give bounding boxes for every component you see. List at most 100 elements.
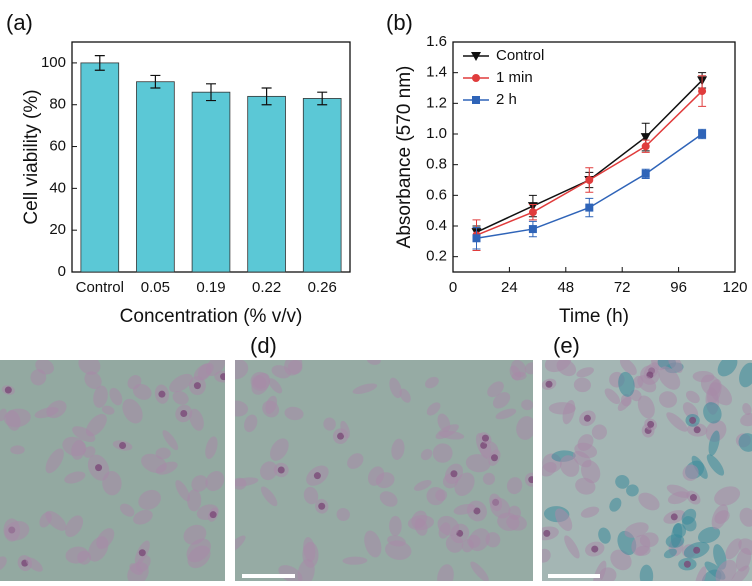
panel-label: (d): [250, 333, 277, 358]
cell: [235, 360, 249, 380]
cell: [193, 362, 214, 381]
cell: [438, 430, 465, 440]
cell: [437, 564, 454, 581]
cell: [575, 477, 596, 495]
error-bar: [206, 83, 216, 102]
nucleus: [481, 434, 489, 442]
cell: [742, 403, 752, 415]
cell: [93, 385, 108, 408]
cell: [682, 464, 699, 481]
cell: [303, 486, 319, 505]
nucleus: [490, 454, 498, 462]
cell: [739, 362, 752, 388]
cell: [576, 367, 594, 378]
nucleus: [543, 529, 551, 537]
bar: [247, 95, 286, 273]
cell: [189, 408, 204, 431]
cell: [573, 377, 591, 393]
cell: [132, 383, 152, 400]
cell: [340, 420, 350, 439]
cell: [559, 455, 580, 477]
cell: [109, 387, 123, 406]
cell: [172, 390, 189, 405]
nucleus: [180, 409, 188, 417]
error-bar: [317, 91, 328, 106]
cell: [72, 426, 96, 443]
marker: [698, 87, 707, 96]
cell: [366, 360, 381, 365]
cells: [235, 360, 533, 581]
cell: [262, 400, 280, 418]
marker: [585, 176, 594, 184]
cell: [639, 564, 654, 581]
cell: [389, 515, 402, 537]
nucleus: [337, 432, 345, 440]
plot-frame: [452, 41, 736, 273]
legend-label: 1 min: [496, 69, 533, 86]
cell: [506, 477, 523, 495]
cell: [162, 430, 179, 451]
cell: [672, 523, 687, 538]
cell: [703, 402, 722, 424]
cell: [155, 447, 171, 460]
cell: [336, 508, 350, 521]
bar: [136, 81, 175, 273]
nucleus: [450, 470, 458, 478]
cell: [71, 440, 86, 460]
cell: [389, 377, 402, 399]
cell: [0, 556, 7, 571]
cell: [516, 416, 533, 440]
cell: [700, 374, 721, 396]
y-axis-label: Absorbance (570 nm): [394, 66, 415, 249]
y-tick-label: 0: [58, 263, 66, 280]
cell: [510, 360, 527, 378]
cell: [708, 430, 720, 456]
y-tick-label: 0.2: [426, 248, 447, 265]
cell: [323, 417, 336, 431]
cell: [3, 408, 31, 428]
micrographs: [0, 360, 752, 581]
marker: [641, 169, 650, 178]
x-tick-label: 0.26: [308, 279, 337, 296]
x-tick-label: Control: [76, 279, 124, 296]
cell: [342, 556, 368, 565]
cell: [169, 373, 193, 393]
cell: [45, 448, 64, 474]
cell: [437, 515, 460, 536]
cell: [391, 438, 405, 460]
cell: [617, 396, 632, 411]
nucleus: [683, 560, 691, 568]
x-tick-label: 24: [501, 279, 518, 296]
y-tick-label: 0.4: [426, 217, 447, 234]
cell: [39, 512, 52, 528]
cell: [235, 400, 249, 417]
cell: [638, 492, 660, 511]
cell: [666, 412, 688, 432]
cell: [235, 477, 247, 490]
nucleus: [545, 380, 553, 388]
cell: [85, 413, 107, 437]
cell: [426, 402, 441, 416]
x-tick-label: 48: [557, 279, 574, 296]
cell: [46, 400, 67, 419]
y-tick-label: 1.6: [426, 33, 447, 50]
legend-marker: [472, 96, 480, 104]
y-tick-label: 40: [49, 179, 66, 196]
nucleus: [138, 549, 146, 557]
cell: [101, 405, 115, 415]
panel-label: (b): [386, 10, 413, 35]
x-axis-label: Concentration (% v/v): [120, 306, 303, 327]
cell: [542, 548, 551, 563]
cell: [714, 486, 741, 506]
legend-label: 2 h: [496, 91, 517, 108]
legend-marker: [472, 74, 480, 82]
legend-marker: [471, 52, 481, 61]
cell: [352, 383, 378, 394]
cell: [260, 461, 278, 481]
cell: [367, 466, 385, 486]
cell: [668, 360, 683, 374]
nucleus: [583, 414, 591, 422]
cell: [65, 546, 89, 564]
cell: [658, 366, 681, 390]
cell: [694, 566, 707, 581]
